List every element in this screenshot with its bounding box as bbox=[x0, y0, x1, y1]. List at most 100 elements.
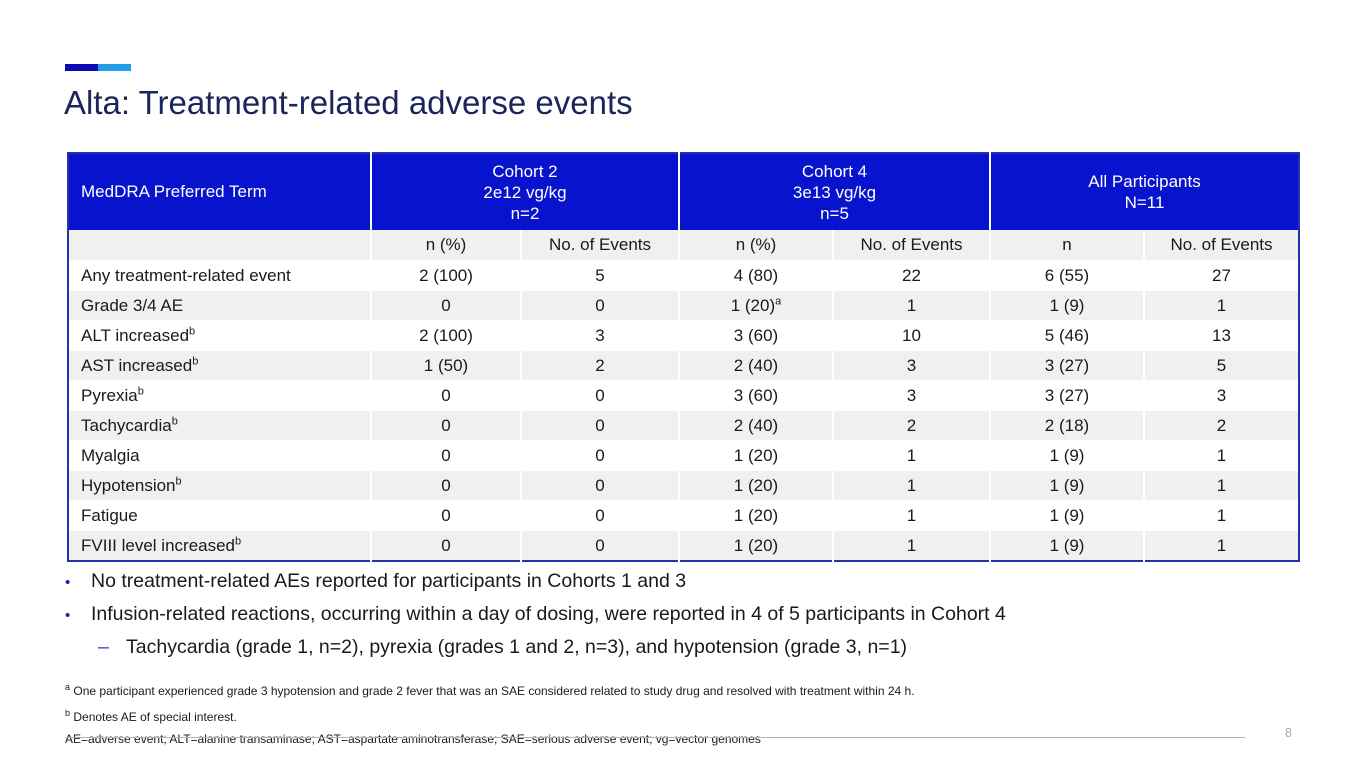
group-line: All Participants bbox=[1088, 172, 1201, 191]
value-cell: 1 bbox=[832, 290, 990, 321]
value-cell: 5 bbox=[520, 260, 679, 291]
value-cell: 2 (100) bbox=[370, 260, 521, 291]
subheader-cell: No. of Events bbox=[1143, 230, 1299, 261]
value-cell: 0 bbox=[370, 410, 521, 441]
bullet-marker: • bbox=[65, 607, 71, 624]
value-cell: 3 (27) bbox=[989, 350, 1144, 381]
value-cell: 1 (9) bbox=[989, 440, 1144, 471]
column-group-cohort4: Cohort 4 3e13 vg/kg n=5 bbox=[678, 153, 990, 230]
group-line: 3e13 vg/kg bbox=[792, 182, 877, 202]
value-cell: 1 (50) bbox=[370, 350, 521, 381]
subheader-cell: n bbox=[989, 230, 1144, 261]
value-cell: 2 (40) bbox=[678, 350, 833, 381]
value-cell: 22 bbox=[832, 260, 990, 291]
footnotes: a One participant experienced grade 3 hy… bbox=[65, 676, 1305, 750]
value-cell: 1 (20) bbox=[678, 530, 833, 561]
value-cell: 1 (20) bbox=[678, 440, 833, 471]
subheader-cell: No. of Events bbox=[832, 230, 990, 261]
adverse-events-table: MedDRA Preferred Term Cohort 2 2e12 vg/k… bbox=[67, 152, 1300, 562]
value-cell: 2 bbox=[832, 410, 990, 441]
value-cell: 3 bbox=[832, 380, 990, 411]
value-cell: 3 (60) bbox=[678, 380, 833, 411]
value-cell: 0 bbox=[520, 500, 679, 531]
subheader-empty bbox=[68, 230, 371, 261]
value-cell: 5 (46) bbox=[989, 320, 1144, 351]
page-title: Alta: Treatment-related adverse events bbox=[64, 84, 633, 121]
term-cell: ALT increasedb bbox=[68, 320, 371, 351]
term-cell: Fatigue bbox=[68, 500, 371, 531]
table-row: FVIII level increasedb 0 0 1 (20) 1 1 (9) 1 bbox=[68, 530, 1299, 561]
value-cell: 2 bbox=[1143, 410, 1299, 441]
table-row: ALT increasedb 2 (100) 3 3 (60) 10 5 (46) 13 bbox=[68, 320, 1299, 351]
value-cell: 3 (60) bbox=[678, 320, 833, 351]
value-cell: 5 bbox=[1143, 350, 1299, 381]
group-line: Cohort 2 bbox=[492, 161, 558, 181]
bullet-item: • Infusion-related reactions, occurring w… bbox=[65, 603, 1315, 626]
value-cell: 1 (9) bbox=[989, 290, 1144, 321]
footnote: a One participant experienced grade 3 hy… bbox=[65, 682, 915, 698]
table-row: Tachycardiab 0 0 2 (40) 2 2 (18) 2 bbox=[68, 410, 1299, 441]
value-cell: 1 (9) bbox=[989, 470, 1144, 501]
value-cell: 0 bbox=[370, 290, 521, 321]
table-row: Any treatment-related event 2 (100) 5 4 (80… bbox=[68, 260, 1299, 291]
group-line: n=2 bbox=[510, 203, 540, 223]
value-cell: 0 bbox=[520, 290, 679, 321]
value-cell: 2 (18) bbox=[989, 410, 1144, 441]
group-line: 2e12 vg/kg bbox=[483, 182, 567, 202]
value-cell: 3 bbox=[832, 350, 990, 381]
bullet-marker: – bbox=[98, 636, 109, 658]
term-cell: Myalgia bbox=[68, 440, 371, 471]
value-cell: 1 (20)a bbox=[678, 290, 833, 321]
subheader-cell: n (%) bbox=[370, 230, 521, 261]
page-number: 8 bbox=[1285, 726, 1292, 740]
value-cell: 1 (20) bbox=[678, 470, 833, 501]
value-cell: 0 bbox=[520, 380, 679, 411]
bullet-text: No treatment-related AEs reported for pa… bbox=[91, 570, 687, 592]
table-header-row: MedDRA Preferred Term Cohort 2 2e12 vg/k… bbox=[68, 153, 1299, 230]
value-cell: 10 bbox=[832, 320, 990, 351]
column-header-term: MedDRA Preferred Term bbox=[68, 153, 371, 230]
bullet-list: • No treatment-related AEs reported for p… bbox=[65, 570, 1315, 669]
value-cell: 1 bbox=[1143, 440, 1299, 471]
footnote: AE=adverse event; ALT=alanine transamina… bbox=[65, 732, 761, 746]
value-cell: 0 bbox=[370, 500, 521, 531]
title-accent-bars bbox=[65, 64, 131, 71]
bullet-text: Tachycardia (grade 1, n=2), pyrexia (gra… bbox=[126, 636, 908, 658]
value-cell: 4 (80) bbox=[678, 260, 833, 291]
value-cell: 2 bbox=[520, 350, 679, 381]
table-row: Fatigue 0 0 1 (20) 1 1 (9) 1 bbox=[68, 500, 1299, 531]
bullet-text: Infusion-related reactions, occurring wi… bbox=[91, 603, 1006, 625]
group-line: N=11 bbox=[1124, 193, 1165, 212]
term-cell: FVIII level increasedb bbox=[68, 530, 371, 561]
subheader-cell: n (%) bbox=[678, 230, 833, 261]
bullet-marker: • bbox=[65, 574, 71, 591]
value-cell: 1 bbox=[832, 470, 990, 501]
term-cell: Any treatment-related event bbox=[68, 260, 371, 291]
accent-bar-light bbox=[98, 64, 131, 71]
table-row: Hypotensionb 0 0 1 (20) 1 1 (9) 1 bbox=[68, 470, 1299, 501]
value-cell: 27 bbox=[1143, 260, 1299, 291]
accent-bar-dark bbox=[65, 64, 98, 71]
sub-bullet-item: – Tachycardia (grade 1, n=2), pyrexia (gr… bbox=[98, 636, 1315, 659]
table-row: AST increasedb 1 (50) 2 2 (40) 3 3 (27) 5 bbox=[68, 350, 1299, 381]
value-cell: 1 (20) bbox=[678, 500, 833, 531]
group-line: Cohort 4 bbox=[801, 161, 868, 181]
value-cell: 1 (9) bbox=[989, 530, 1144, 561]
value-cell: 0 bbox=[520, 440, 679, 471]
term-cell: Pyrexiab bbox=[68, 380, 371, 411]
footnote: b Denotes AE of special interest. bbox=[65, 708, 237, 724]
value-cell: 1 bbox=[832, 530, 990, 561]
value-cell: 2 (100) bbox=[370, 320, 521, 351]
table-row: Myalgia 0 0 1 (20) 1 1 (9) 1 bbox=[68, 440, 1299, 471]
footer-divider bbox=[65, 737, 1245, 738]
value-cell: 0 bbox=[370, 380, 521, 411]
column-group-cohort2: Cohort 2 2e12 vg/kg n=2 bbox=[370, 153, 679, 230]
term-cell: Hypotensionb bbox=[68, 470, 371, 501]
term-cell: Tachycardiab bbox=[68, 410, 371, 441]
column-group-all-participants: All Participants N=11 bbox=[989, 153, 1299, 230]
value-cell: 0 bbox=[520, 530, 679, 561]
value-cell: 1 bbox=[1143, 290, 1299, 321]
value-cell: 1 bbox=[1143, 530, 1299, 561]
term-cell: AST increasedb bbox=[68, 350, 371, 381]
